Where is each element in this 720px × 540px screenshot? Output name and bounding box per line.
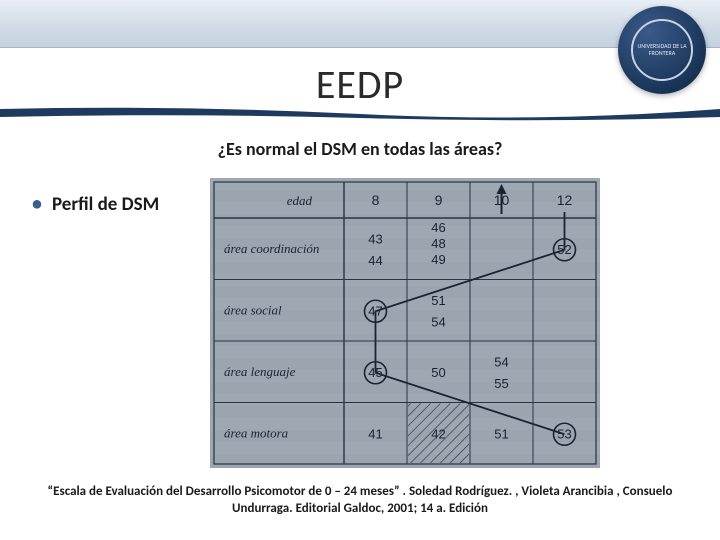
university-logo: UNIVERSIDAD DE LA FRONTERA: [618, 6, 706, 94]
svg-text:área motora: área motora: [224, 425, 289, 440]
slide-title: EEDP: [0, 60, 720, 109]
svg-text:9: 9: [435, 192, 443, 208]
svg-text:43: 43: [368, 232, 382, 247]
citation: “Escala de Evaluación del Desarrollo Psi…: [40, 484, 680, 518]
svg-text:área lenguaje: área lenguaje: [224, 364, 296, 379]
svg-text:46: 46: [431, 220, 445, 235]
svg-text:54: 54: [431, 315, 445, 330]
svg-text:área coordinación: área coordinación: [224, 241, 319, 256]
svg-text:55: 55: [494, 376, 508, 391]
svg-text:41: 41: [368, 426, 382, 441]
svg-text:edad: edad: [287, 193, 313, 208]
svg-text:51: 51: [431, 293, 445, 308]
svg-text:54: 54: [494, 355, 508, 370]
svg-text:área social: área social: [224, 302, 282, 317]
logo-text: UNIVERSIDAD DE LA FRONTERA: [633, 43, 691, 56]
bullet-item: Perfil de DSM: [32, 192, 159, 216]
svg-text:8: 8: [372, 192, 380, 208]
header-band: [0, 0, 720, 48]
dsm-profile-figure: edad891012área coordinaciónárea socialár…: [210, 178, 600, 468]
svg-text:44: 44: [368, 253, 382, 268]
svg-text:49: 49: [431, 252, 445, 267]
svg-text:50: 50: [431, 365, 445, 380]
svg-text:42: 42: [431, 426, 445, 441]
slide-subtitle: ¿Es normal el DSM en todas las áreas?: [0, 138, 720, 160]
svg-text:51: 51: [494, 426, 508, 441]
svg-text:48: 48: [431, 236, 445, 251]
svg-text:12: 12: [557, 192, 573, 208]
